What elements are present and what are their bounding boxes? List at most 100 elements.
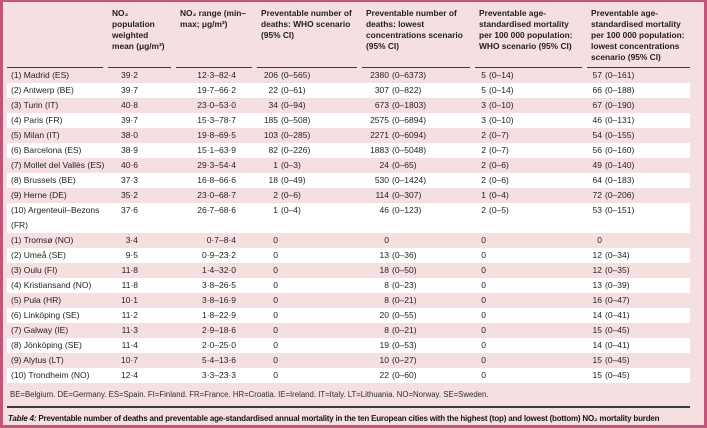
mortality-who-cell: 0 [481,235,486,245]
mortality-lowest-cell: 12 (0–35) [592,265,630,275]
column-header: NO₂ population weighted mean (μg/m³) [108,4,176,68]
city-cell: (6) Linköping (SE) [11,310,80,320]
no2-range-cell: 0·7–8·4 [206,235,236,245]
no2-mean-cell: 10·1 [120,295,138,305]
city-cell: (8) Jönköping (SE) [11,340,82,350]
table-row: (10) Trondheim (NO) 12·4 3·3–23·3 0 22 (0… [7,368,690,383]
no2-range-cell: 3·3–23·3 [201,370,236,380]
no2-mean-cell: 11·2 [121,310,138,320]
deaths-lowest-cell: 530 (0–1424) [374,175,427,185]
no2-mean-cell: 40·8 [120,100,138,110]
city-cell: (10) Argenteuil–Bezons (FR) [11,205,100,230]
no2-range-cell: 15·1–63·9 [197,145,236,155]
deaths-who-cell: 185 (0–508) [263,115,311,125]
table-row: (9) Herne (DE) 35·2 23·0–68·7 2 (0–6) 114… [7,188,690,203]
no2-range-cell: 19·8–69·5 [197,130,236,140]
column-header: Preventable age-standardised mortality p… [475,4,587,68]
no2-mean-cell: 39·7 [120,115,138,125]
deaths-who-cell: 34 (0–94) [268,100,306,110]
table-row: (3) Turin (IT) 40·8 23·0–53·0 34 (0–94) 6… [7,98,690,113]
deaths-lowest-cell: 2380 (0–6373) [370,70,427,80]
deaths-who-cell: 0 [273,325,278,335]
deaths-who-cell: 0 [273,295,278,305]
no2-range-cell: 3·8–26·5 [201,280,236,290]
deaths-who-cell: 103 (0–285) [263,130,311,140]
table-row: (5) Pula (HR) 10·1 3·8–16·9 0 8 (0–21) 0 … [7,293,690,308]
column-header: Preventable age-standardised mortality p… [587,4,690,68]
mortality-who-cell: 2 (0–7) [481,130,509,140]
deaths-lowest-cell: 10 (0–27) [379,355,417,365]
mortality-lowest-cell: 15 (0–45) [592,370,630,380]
mortality-who-cell: 0 [481,250,486,260]
table-row: (8) Brussels (BE) 37·3 16·8–66·6 18 (0–49… [7,173,690,188]
no2-range-cell: 23·0–68·7 [197,190,236,200]
deaths-lowest-cell: 18 (0–50) [379,265,417,275]
country-code-legend: BE=Belgium. DE=Germany. ES=Spain. FI=Fin… [10,390,489,399]
mortality-who-cell: 2 (0–6) [481,175,509,185]
table-row: (1) Tromsø (NO) 3·4 0·7–8·4 0 0 0 0 [7,233,690,248]
deaths-who-cell: 0 [273,235,278,245]
deaths-lowest-cell: 24 (0–65) [379,160,417,170]
table-row: (4) Kristiansand (NO) 11·8 3·8–26·5 0 8(… [7,278,690,293]
deaths-who-cell: 0 [273,250,278,260]
mortality-who-cell: 0 [481,280,486,290]
no2-range-cell: 2·9–18·6 [201,325,236,335]
deaths-who-cell: 0 [273,340,278,350]
city-cell: (1) Madrid (ES) [11,70,70,80]
deaths-lowest-cell: 19 (0–53) [379,340,417,350]
city-cell: (4) Kristiansand (NO) [11,280,92,290]
no2-mean-cell: 39·7 [120,85,138,95]
mortality-who-cell: 3 (0–10) [481,100,514,110]
mortality-table: NO₂ population weighted mean (μg/m³) NO₂ … [7,4,690,383]
no2-range-cell: 2·0–25·0 [201,340,236,350]
mortality-lowest-cell: 13 (0–39) [592,280,630,290]
mortality-who-cell: 5 (0–14) [481,85,514,95]
deaths-lowest-cell: 2575 (0–6894) [370,115,427,125]
mortality-lowest-cell: 12 (0–34) [592,250,630,260]
deaths-lowest-cell: 8 (0–21) [384,325,417,335]
mortality-lowest-cell: 56 (0–160) [592,145,635,155]
no2-range-cell: 3·8–16·9 [201,295,236,305]
no2-range-cell: 29·3–54·4 [197,160,236,170]
deaths-lowest-cell: 1883 (0–5048) [370,145,427,155]
city-cell: (5) Pula (HR) [11,295,62,305]
mortality-lowest-cell: 15 (0–45) [592,325,630,335]
deaths-who-cell: 2 (0–6) [273,190,301,200]
city-cell: (2) Antwerp (BE) [11,85,74,95]
deaths-lowest-cell: 2271 (0–6094) [370,130,427,140]
deaths-who-cell: 22 (0–61) [268,85,306,95]
deaths-lowest-cell: 0 [384,235,389,245]
no2-mean-cell: 9·5 [125,250,138,260]
mortality-who-cell: 3 (0–10) [481,115,514,125]
deaths-lowest-cell: 22 (0–60) [379,370,417,380]
no2-mean-cell: 38·0 [120,130,138,140]
no2-mean-cell: 3·4 [125,235,138,245]
table-row: (8) Jönköping (SE) 11·4 2·0–25·0 0 19 (0–… [7,338,690,353]
mortality-lowest-cell: 14 (0–41) [592,310,630,320]
deaths-who-cell: 0 [273,310,278,320]
no2-range-cell: 23·0–53·0 [197,100,236,110]
no2-mean-cell: 12·4 [120,370,138,380]
mortality-who-cell: 0 [481,325,486,335]
city-cell: (5) Milan (IT) [11,130,60,140]
table-row: (7) Galway (IE) 11·3 2·9–18·6 0 8 (0–21) … [7,323,690,338]
no2-mean-cell: 40·6 [120,160,138,170]
table-row: (6) Linköping (SE) 11·2 1·8–22·9 0 20 (0–… [7,308,690,323]
city-cell: (1) Tromsø (NO) [11,235,74,245]
city-cell: (8) Brussels (BE) [11,175,76,185]
no2-mean-cell: 37·6 [120,205,138,215]
city-cell: (4) Paris (FR) [11,115,63,125]
mortality-lowest-cell: 67 (0–190) [592,100,635,110]
deaths-lowest-cell: 46 (0–123) [379,205,422,215]
mortality-lowest-cell: 53 (0–151) [592,205,635,215]
mortality-lowest-cell: 0 [597,235,602,245]
no2-mean-cell: 38·9 [120,145,138,155]
mortality-lowest-cell: 54 (0–155) [592,130,635,140]
deaths-who-cell: 1 (0–4) [273,205,301,215]
deaths-who-cell: 206 (0–565) [263,70,311,80]
column-header: Preventable number of deaths: lowest con… [362,4,475,68]
city-cell: (10) Trondheim (NO) [11,370,90,380]
deaths-who-cell: 18 (0–49) [268,175,306,185]
no2-range-cell: 0·9–23·2 [201,250,236,260]
mortality-who-cell: 2 (0–7) [481,145,509,155]
